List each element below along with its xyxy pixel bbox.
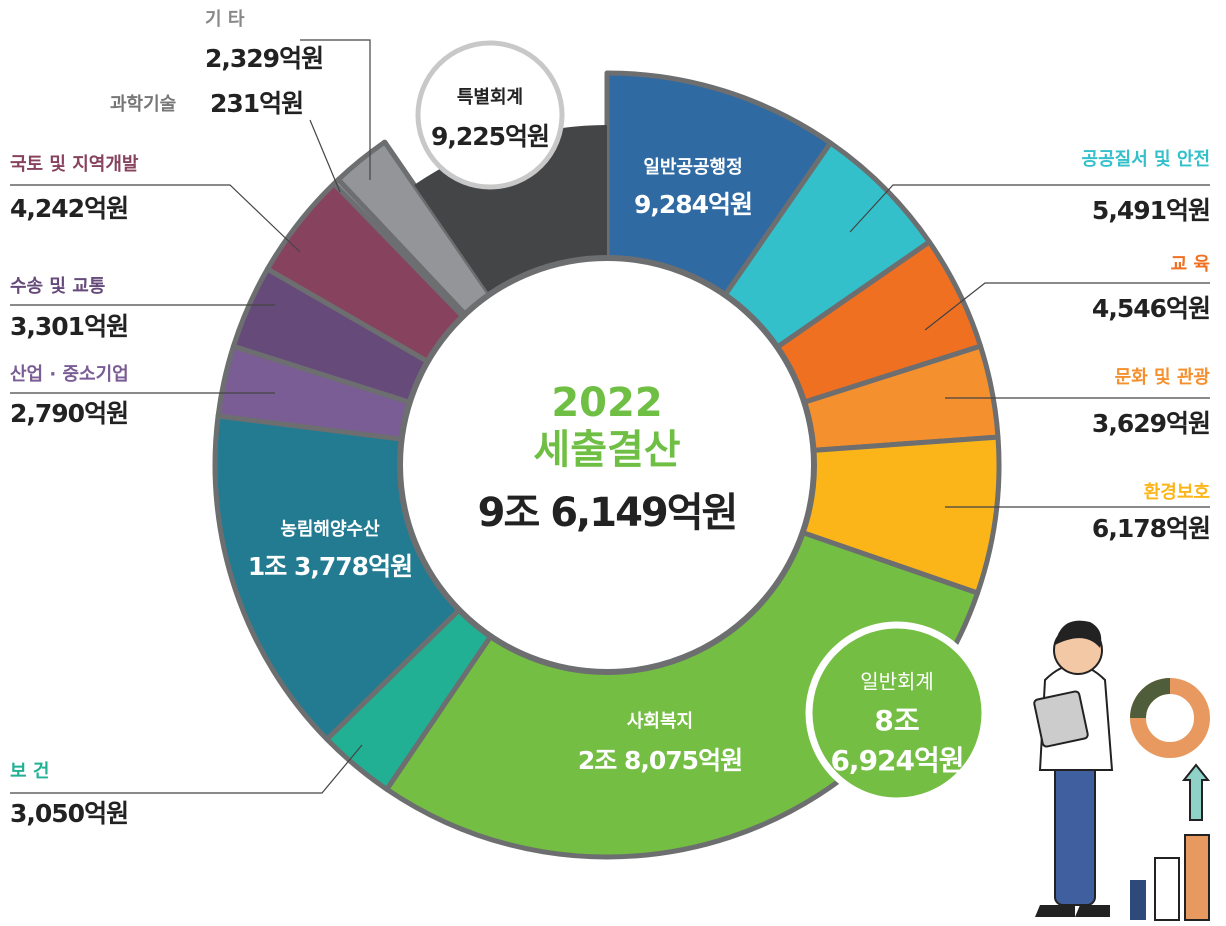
value-label: 9,225억원: [431, 122, 549, 151]
value-label: 5,491억원: [1092, 196, 1210, 225]
category-label: 사회복지: [627, 711, 693, 732]
badge-title: 일반회계: [860, 670, 934, 694]
category-label: 공공질서 및 안전: [1082, 149, 1210, 170]
value-label: 2,790억원: [10, 399, 128, 428]
center-year: 2022: [551, 380, 662, 426]
illustration: [1034, 621, 1209, 920]
value-label: 2,329억원: [205, 44, 323, 73]
value-label: 3,050억원: [10, 799, 128, 828]
chart: 2022 세출결산 9조 6,149억원 일반회계 8조 6,924억원 일반공…: [0, 0, 1226, 926]
category-label: 교 육: [1171, 254, 1210, 275]
category-label: 보 건: [10, 761, 49, 782]
category-label: 수송 및 교통: [10, 276, 105, 297]
category-label: 기 타: [205, 9, 245, 30]
category-label: 환경보호: [1144, 481, 1210, 503]
category-label: 국토 및 지역개발: [10, 154, 139, 175]
center-title: 세출결산: [533, 427, 680, 473]
value-label: 1조 3,778억원: [248, 552, 412, 581]
category-label: 일반공공행정: [643, 157, 742, 178]
value-label: 3,301억원: [10, 312, 128, 341]
leader-line: [10, 745, 362, 793]
value-label: 6,178억원: [1092, 514, 1210, 543]
category-label: 특별회계: [457, 87, 523, 108]
value-label: 2조 8,075억원: [578, 746, 742, 775]
value-label: 9,284억원: [634, 190, 752, 219]
category-label: 농림해양수산: [280, 519, 380, 540]
value-label: 4,546억원: [1092, 294, 1210, 323]
value-label: 231억원: [210, 89, 303, 118]
special-badge: [418, 43, 562, 187]
category-label: 문화 및 관광: [1115, 367, 1211, 388]
badge-line: 6,924억원: [830, 744, 963, 777]
category-label: 과학기술: [110, 93, 176, 115]
value-label: 3,629억원: [1092, 409, 1210, 438]
center-total: 9조 6,149억원: [478, 490, 737, 536]
badge-line: 8조: [874, 704, 919, 737]
leader-line: [310, 120, 340, 192]
category-label: 산업 · 중소기업: [10, 364, 129, 385]
value-label: 4,242억원: [10, 194, 128, 223]
